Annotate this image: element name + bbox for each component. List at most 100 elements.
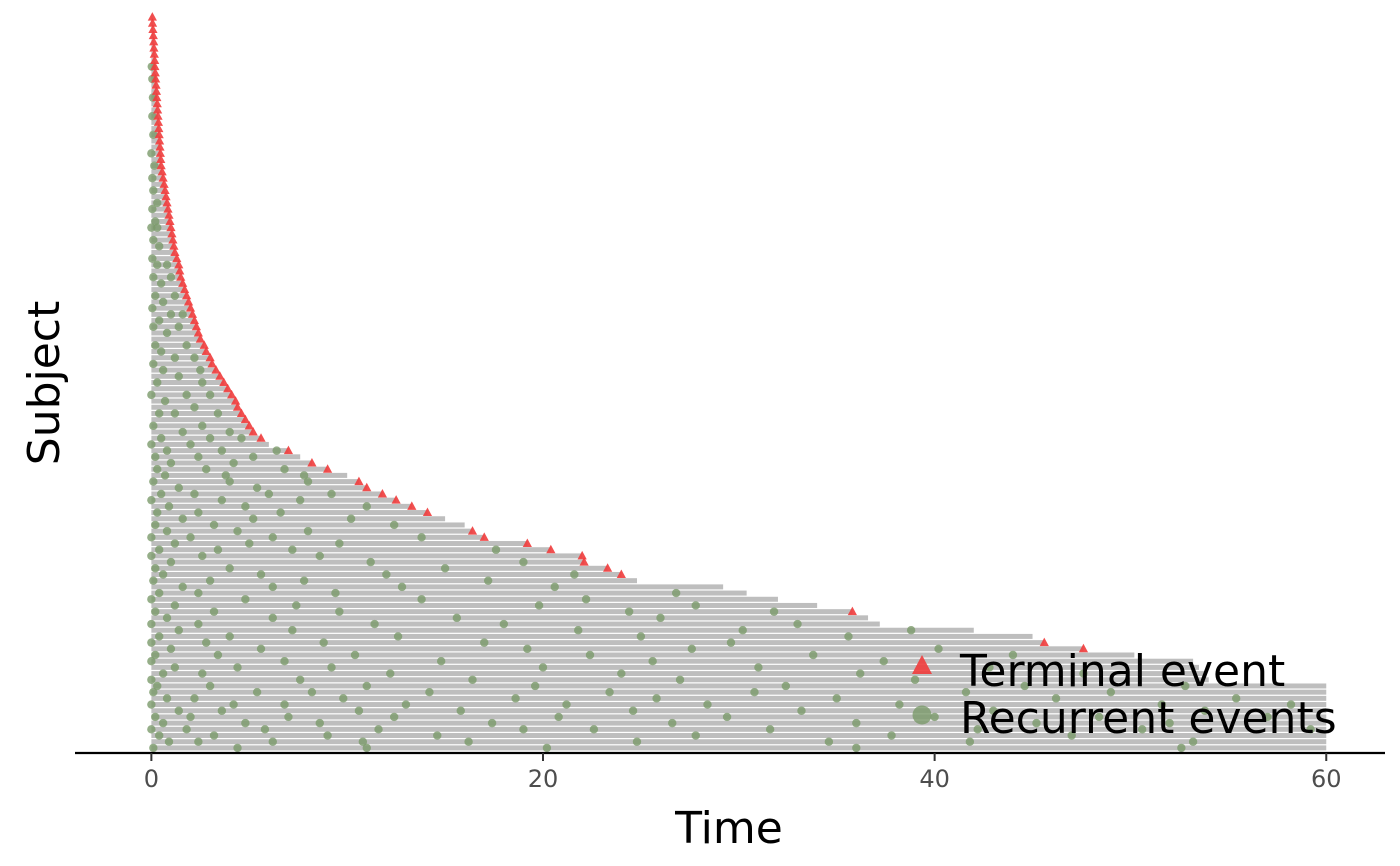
recurrent-event-point [155, 545, 164, 554]
recurrent-event-point [280, 465, 289, 474]
recurrent-event-point [198, 669, 207, 678]
recurrent-event-point [910, 675, 920, 684]
terminal-event-point [236, 408, 247, 417]
subject-bar [151, 305, 191, 311]
recurrent-event-point [562, 700, 571, 709]
terminal-event-point [155, 142, 165, 151]
subject-bar [151, 107, 158, 113]
terminal-event-point [169, 241, 179, 250]
terminal-event-point [199, 340, 209, 349]
terminal-event-point [195, 334, 205, 343]
recurrent-event-point [166, 273, 176, 282]
subject-bar [151, 454, 301, 460]
recurrent-event-point [417, 533, 426, 542]
recurrent-event-point [327, 663, 336, 672]
terminal-event-point [189, 315, 200, 325]
recurrent-event-point [691, 731, 700, 740]
subject-bar [151, 534, 485, 540]
subject-bar [151, 578, 637, 584]
subject-bar [151, 157, 161, 163]
recurrent-event-point [339, 694, 348, 703]
recurrent-event-point [852, 743, 861, 753]
recurrent-event-point [268, 533, 277, 542]
subject-bar [151, 739, 1327, 745]
recurrent-event-point [155, 588, 164, 598]
recurrent-event-point [636, 632, 646, 641]
recurrent-event-point [989, 706, 998, 715]
recurrent-event-point [155, 316, 164, 325]
subject-bar [151, 231, 172, 237]
recurrent-event-point [1067, 731, 1076, 740]
recurrent-event-point [370, 619, 379, 629]
recurrent-event-point [151, 452, 160, 462]
recurrent-event-point [519, 725, 528, 734]
recurrent-event-point [824, 737, 834, 746]
terminal-event-point [156, 160, 166, 170]
terminal-event-point [158, 173, 168, 182]
recurrent-event-point [386, 669, 395, 678]
terminal-event-point [479, 532, 489, 541]
recurrent-event-point [480, 638, 489, 647]
recurrent-event-point [1286, 700, 1296, 709]
subject-bar [151, 138, 160, 144]
subject-bar [151, 150, 161, 156]
recurrent-event-point [149, 421, 158, 431]
terminal-event-point [354, 476, 364, 486]
recurrent-event-point [703, 700, 712, 709]
recurrent-event-point [213, 409, 223, 418]
recurrent-event-point [205, 576, 215, 585]
recurrent-event-point [656, 613, 665, 623]
terminal-event-point [201, 346, 211, 356]
recurrent-event-point [256, 570, 266, 579]
recurrent-event-point [331, 588, 340, 598]
recurrent-event-point [155, 731, 164, 740]
recurrent-event-point [511, 694, 520, 703]
recurrent-event-point [245, 539, 254, 548]
recurrent-event-point [585, 650, 595, 660]
terminal-event-point [193, 327, 203, 337]
subject-bar [151, 237, 173, 243]
recurrent-event-point [464, 737, 473, 746]
terminal-event-point [154, 129, 164, 139]
recurrent-event-point [162, 328, 172, 338]
recurrent-event-point [174, 626, 183, 635]
recurrent-event-point [209, 520, 219, 530]
recurrent-event-point [149, 743, 158, 753]
recurrent-event-point [147, 700, 156, 709]
recurrent-event-point [534, 601, 544, 610]
recurrent-event-point [425, 687, 434, 697]
recurrent-event-point [149, 359, 158, 369]
recurrent-event-point [205, 434, 215, 443]
terminal-event-point [215, 371, 225, 380]
recurrent-event-point [170, 409, 180, 418]
subject-bar [151, 640, 1045, 646]
recurrent-event-point [186, 440, 195, 449]
subject-bar [151, 627, 974, 633]
recurrent-event-point [209, 731, 219, 740]
subject-bar [151, 342, 205, 348]
recurrent-event-point [288, 545, 297, 554]
recurrent-event-point [323, 731, 332, 740]
recurrent-event-point [194, 619, 203, 629]
recurrent-event-point [354, 706, 364, 715]
recurrent-event-point [389, 520, 399, 530]
recurrent-event-point [225, 477, 234, 486]
recurrent-event-point [147, 495, 156, 505]
recurrent-event-point [178, 582, 187, 592]
recurrent-event-point [196, 365, 205, 375]
recurrent-event-point [160, 396, 170, 406]
recurrent-event-point [1231, 694, 1241, 703]
subject-bar [151, 380, 224, 385]
subject-bar [151, 194, 167, 200]
recurrent-event-point [148, 303, 157, 313]
recurrent-event-points [147, 62, 1315, 753]
subject-bar [151, 658, 1194, 664]
recurrent-event-point [217, 495, 227, 505]
recurrent-event-point [149, 235, 158, 245]
recurrent-event-point [276, 508, 285, 517]
recurrent-event-point [519, 557, 528, 567]
subject-bar [151, 361, 213, 367]
recurrent-event-point [186, 712, 195, 722]
subject-bar [151, 503, 412, 509]
